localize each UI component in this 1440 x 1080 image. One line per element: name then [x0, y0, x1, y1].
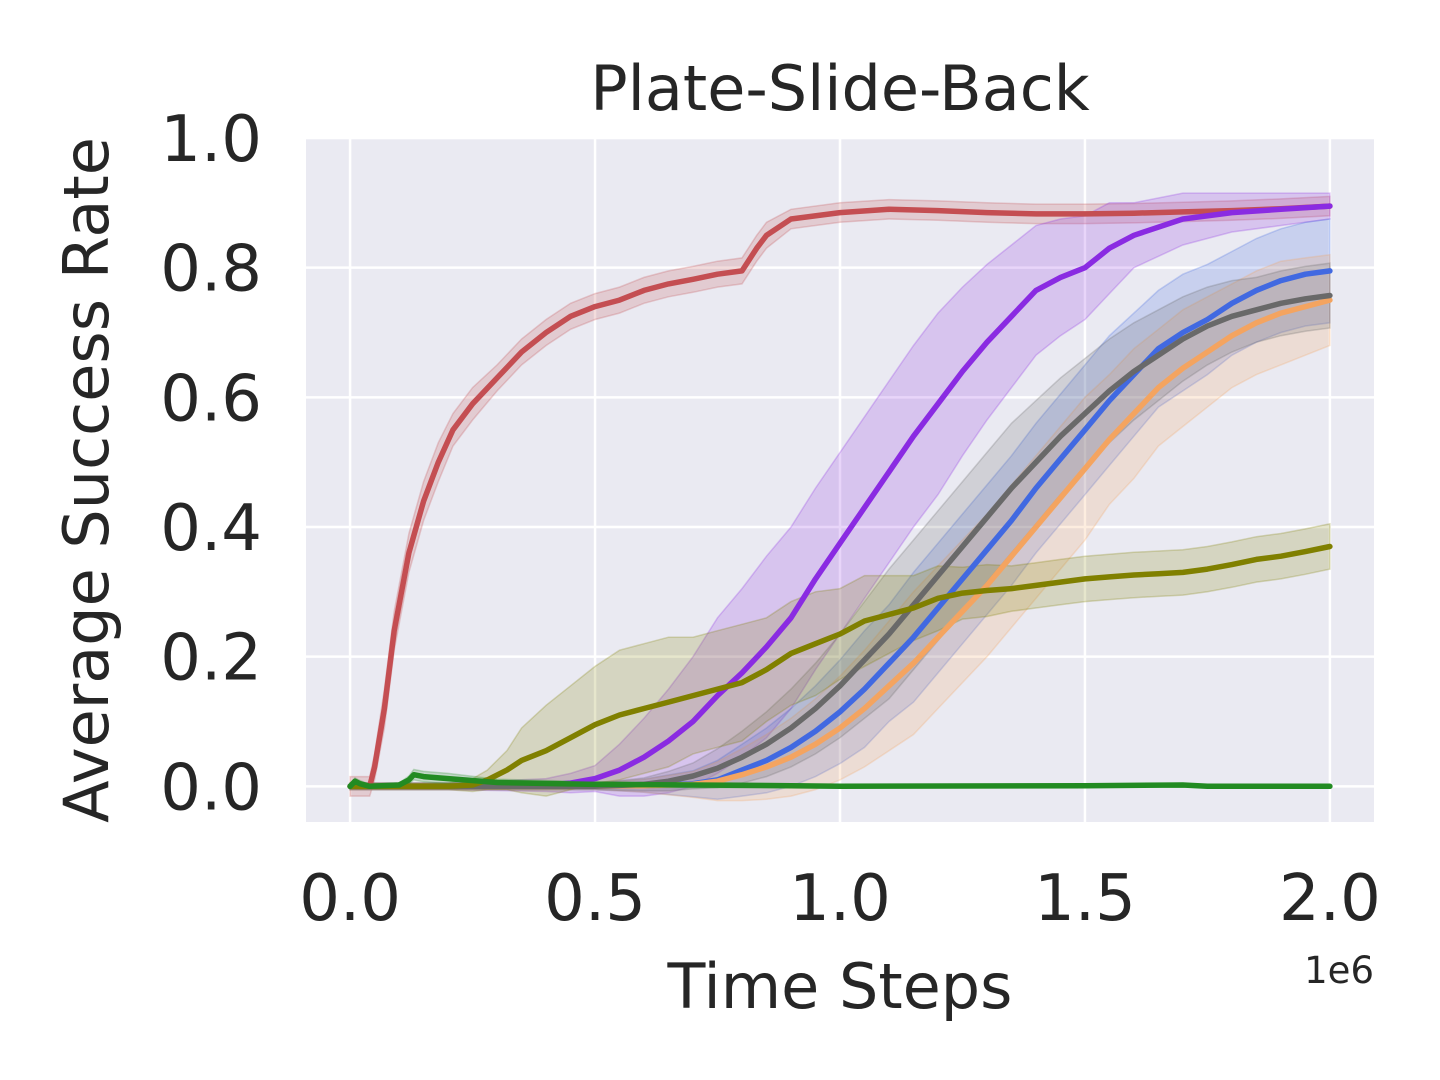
x-tick-label-0: 0.0 [299, 862, 401, 936]
series-1-line [347, 203, 1333, 790]
series-lines [347, 203, 1333, 790]
series-4-band [349, 262, 1331, 792]
series-2-line [347, 268, 1333, 790]
y-tick-label-5: 1.0 [160, 103, 262, 177]
series-3-band [349, 253, 1331, 802]
chart-title: Plate-Slide-Back [590, 52, 1090, 125]
series-5-line [347, 543, 1333, 790]
x-tick-label-3: 1.5 [1034, 862, 1136, 936]
y-tick-label-4: 0.8 [160, 233, 262, 307]
y-tick-label-3: 0.6 [160, 362, 262, 436]
series-5-band [349, 522, 1331, 797]
x-tick-label-2: 1.0 [789, 862, 891, 936]
x-tick-label-1: 0.5 [544, 862, 646, 936]
series-3-line [347, 297, 1333, 790]
x-tick-labels: 0.0 0.5 1.0 1.5 2.0 [299, 862, 1381, 936]
x-axis-label: Time Steps [667, 950, 1013, 1023]
x-axis-offset-label: 1e6 [1304, 949, 1374, 992]
y-tick-label-1: 0.2 [160, 622, 262, 696]
x-tick-label-4: 2.0 [1279, 862, 1381, 936]
series-0-band [349, 195, 1331, 797]
series-0-line [347, 203, 1333, 790]
series-6-line [347, 771, 1333, 790]
y-axis-label: Average Success Rate [50, 137, 123, 823]
y-tick-labels: 0.0 0.2 0.4 0.6 0.8 1.0 [160, 103, 262, 825]
y-tick-label-2: 0.4 [160, 492, 262, 566]
series-1-band [349, 192, 1331, 797]
series-4-line [347, 292, 1333, 790]
y-tick-label-0: 0.0 [160, 751, 262, 825]
